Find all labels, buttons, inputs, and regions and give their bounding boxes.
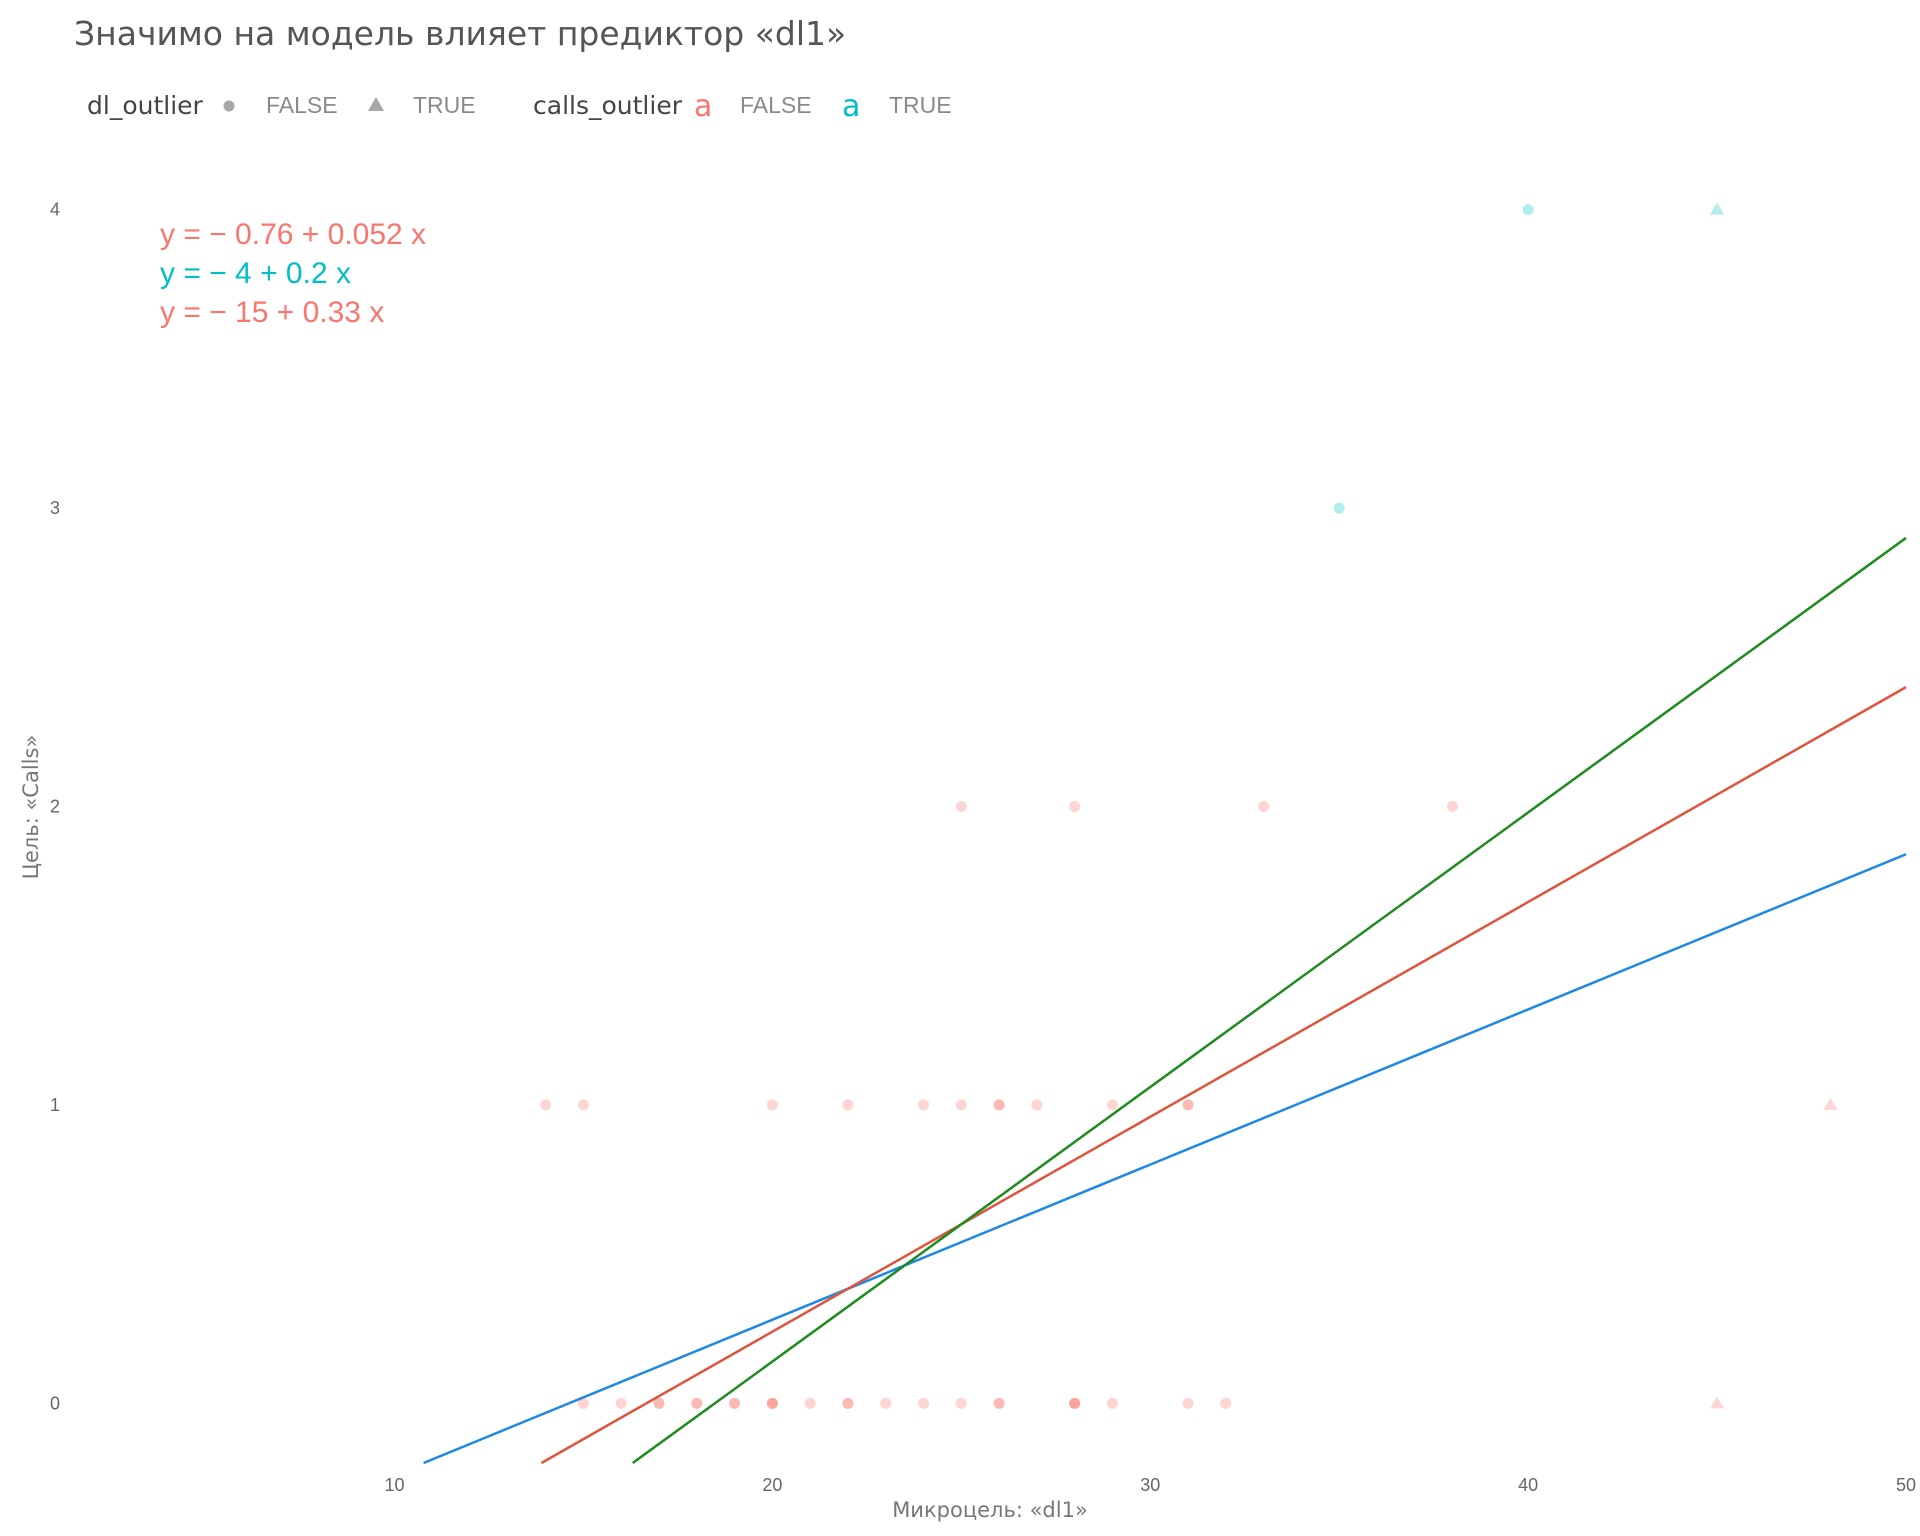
equation-label: y = − 15 + 0.33 x	[160, 296, 384, 329]
regression-lines	[423, 536, 1907, 1465]
data-point-circle	[993, 1099, 1005, 1111]
x-tick-label: 10	[384, 1475, 404, 1495]
data-point-circle	[1069, 1397, 1081, 1409]
data-point-circle	[691, 1397, 703, 1409]
data-point-circle	[804, 1397, 816, 1409]
data-point-circle	[918, 1397, 930, 1409]
data-point-circle	[1182, 1099, 1194, 1111]
y-axis-ticks: 0 1 2 3 4	[50, 200, 60, 1414]
data-point-circle	[842, 1397, 854, 1409]
y-tick-label: 1	[50, 1095, 60, 1115]
data-point-circle	[1031, 1099, 1043, 1111]
data-point-circle	[1182, 1099, 1194, 1111]
data-point-circle	[729, 1397, 741, 1409]
x-tick-label: 30	[1140, 1475, 1160, 1495]
data-point-circle	[540, 1099, 552, 1111]
data-point-circle	[993, 1099, 1005, 1111]
data-point-triangle	[1823, 1097, 1838, 1110]
legend-triangle-icon	[368, 97, 384, 111]
data-point-circle	[880, 1397, 892, 1409]
data-point-circle	[1220, 1397, 1232, 1409]
x-axis-label: Микроцель: «dl1»	[892, 1498, 1088, 1522]
legend-color-true-label: TRUE	[889, 92, 952, 118]
data-point-circle	[691, 1397, 703, 1409]
data-point-circle	[955, 1397, 967, 1409]
legend-color-false-glyph: a	[694, 89, 712, 124]
data-point-circle	[1258, 801, 1270, 812]
data-point-circle	[993, 1397, 1005, 1409]
data-point-circle	[653, 1397, 665, 1409]
legend: dl_outlier FALSE TRUE calls_outlier a FA…	[87, 89, 952, 124]
data-point-circle	[1522, 204, 1534, 216]
data-point-circle	[1106, 1099, 1118, 1111]
data-point-circle	[842, 1099, 854, 1111]
x-tick-label: 20	[762, 1475, 782, 1495]
legend-shape-title: dl_outlier	[87, 91, 204, 120]
data-point-circle	[1447, 801, 1459, 812]
y-tick-label: 4	[50, 200, 60, 220]
data-point-circle	[729, 1397, 741, 1409]
data-point-circle	[766, 1397, 778, 1409]
data-point-circle	[766, 1099, 778, 1111]
data-point-circle	[1069, 801, 1081, 812]
data-point-triangle	[1710, 202, 1725, 215]
legend-color-true-glyph: a	[842, 89, 860, 124]
legend-shape-true-label: TRUE	[413, 92, 476, 118]
data-point-circle	[842, 1397, 854, 1409]
equation-label: y = − 4 + 0.2 x	[160, 257, 351, 290]
legend-color-title: calls_outlier	[533, 91, 683, 120]
x-tick-label: 50	[1896, 1475, 1916, 1495]
data-point-circle	[1069, 1397, 1081, 1409]
regression-line	[423, 853, 1907, 1465]
y-tick-label: 3	[50, 498, 60, 518]
legend-color-false-label: FALSE	[740, 92, 812, 118]
x-axis-ticks: 10 20 30 40 50	[384, 1475, 1916, 1495]
data-point-circle	[1182, 1397, 1194, 1409]
points-layer	[540, 202, 1838, 1409]
data-point-circle	[993, 1397, 1005, 1409]
data-point-circle	[653, 1397, 665, 1409]
data-point-circle	[1069, 1397, 1081, 1409]
regression-line	[631, 536, 1907, 1465]
legend-shape-false-label: FALSE	[266, 92, 338, 118]
y-tick-label: 0	[50, 1393, 60, 1413]
data-point-circle	[615, 1397, 627, 1409]
data-point-circle	[955, 1099, 967, 1111]
data-point-triangle	[1710, 1396, 1725, 1409]
equation-label: y = − 0.76 + 0.052 x	[160, 218, 426, 251]
x-tick-label: 40	[1518, 1475, 1538, 1495]
data-point-circle	[577, 1099, 589, 1111]
legend-circle-icon	[223, 100, 235, 112]
data-point-circle	[1333, 502, 1345, 514]
data-point-circle	[766, 1397, 778, 1409]
y-axis-label: Цель: «Calls»	[19, 735, 43, 880]
data-point-circle	[955, 801, 967, 812]
regression-line	[540, 686, 1907, 1465]
chart-title: Значимо на модель влияет предиктор «dl1»	[74, 14, 846, 53]
y-tick-label: 2	[50, 797, 60, 817]
equations: y = − 0.76 + 0.052 x y = − 4 + 0.2 x y = −…	[160, 218, 426, 329]
data-point-circle	[1106, 1397, 1118, 1409]
data-point-circle	[577, 1397, 589, 1409]
data-point-circle	[766, 1397, 778, 1409]
data-point-circle	[918, 1099, 930, 1111]
